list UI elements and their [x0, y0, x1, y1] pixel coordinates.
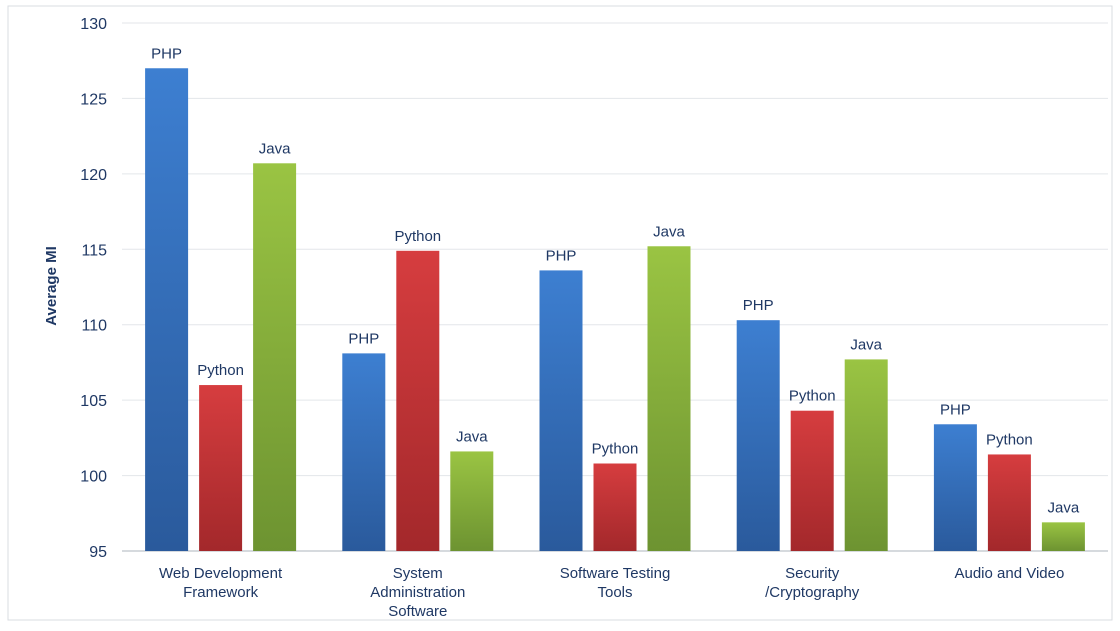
bar-java [844, 359, 888, 551]
x-category-label: Software [388, 603, 447, 620]
data-label: PHP [546, 247, 577, 264]
bar-python [987, 454, 1031, 551]
data-label: Python [592, 441, 639, 458]
bar-python [396, 250, 440, 551]
bar-php [933, 424, 977, 551]
data-label: Python [197, 362, 244, 379]
y-tick-label: 105 [80, 393, 107, 410]
bar-python [199, 385, 243, 551]
y-tick-label: 110 [81, 318, 107, 335]
bar-java [1041, 522, 1085, 551]
data-label: Java [653, 223, 685, 240]
data-label: Python [789, 388, 836, 405]
data-label: Java [850, 336, 882, 353]
y-tick-label: 95 [89, 544, 107, 561]
x-category-label: Software Testing [560, 565, 671, 582]
data-label: PHP [940, 401, 971, 418]
x-category-label: Framework [183, 584, 259, 601]
bar-php [539, 270, 583, 551]
bar-php [342, 353, 386, 551]
x-category-label: Tools [597, 584, 632, 601]
x-category-label: Audio and Video [954, 565, 1064, 582]
bar-python [593, 463, 637, 551]
x-category-label: Web Development [159, 565, 283, 582]
y-axis-title: Average MI [43, 246, 60, 325]
bar-java [253, 163, 297, 551]
x-category-label: Administration [370, 584, 465, 601]
data-label: Java [259, 140, 291, 157]
data-label: Java [456, 428, 488, 445]
bar-php [145, 68, 189, 551]
data-label: Python [986, 431, 1033, 448]
y-tick-label: 120 [80, 167, 107, 184]
data-label: Python [394, 228, 441, 245]
data-label: PHP [348, 330, 379, 347]
x-category-label: Security [785, 565, 840, 582]
data-label: Java [1048, 499, 1080, 516]
bar-python [790, 410, 834, 551]
bar-php [736, 320, 780, 551]
y-tick-label: 115 [81, 242, 107, 259]
plot-border [7, 5, 1113, 621]
y-tick-label: 100 [80, 469, 107, 486]
y-tick-label: 130 [80, 16, 107, 33]
data-label: PHP [743, 297, 774, 314]
bar-java [647, 246, 691, 552]
x-category-label: /Cryptography [765, 584, 860, 601]
y-tick-label: 125 [80, 91, 107, 108]
data-label: PHP [151, 45, 182, 62]
bar-java [450, 451, 494, 551]
x-category-label: System [393, 565, 443, 582]
